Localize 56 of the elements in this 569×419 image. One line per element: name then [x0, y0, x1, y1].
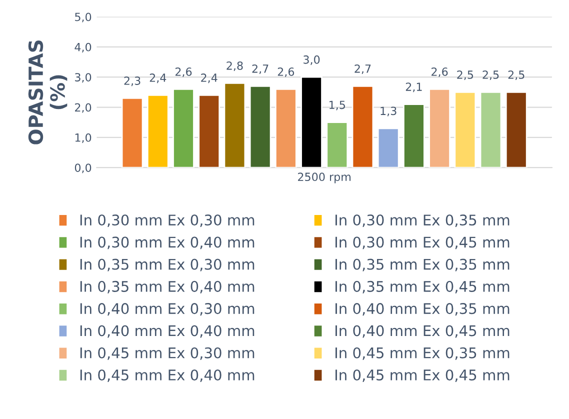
legend-label: In 0,30 mm Ex 0,30 mm [80, 214, 254, 228]
data-label: 2,7 [252, 64, 268, 74]
bar [428, 88, 450, 168]
y-tick-label: 1,0 [75, 133, 92, 143]
bar [505, 91, 528, 168]
legend-label: In 0,30 mm Ex 0,40 mm [80, 236, 254, 250]
bar [352, 85, 374, 168]
bar [146, 94, 169, 168]
y-axis-title: OPASITAS (%) [28, 40, 68, 144]
y-tick-label: 2,0 [75, 103, 92, 113]
data-label: 2,8 [226, 61, 243, 71]
data-label: 3,0 [304, 55, 320, 65]
bar [172, 88, 194, 168]
y-tick-label: 4,0 [74, 42, 92, 52]
legend-label: In 0,40 mm Ex 0,35 mm [336, 303, 510, 316]
bar [480, 91, 502, 168]
legend-label: In 0,40 mm Ex 0,45 mm [336, 325, 510, 338]
data-label: 2,6 [175, 67, 192, 78]
data-label: 2,4 [150, 74, 166, 84]
legend-label: In 0,40 mm Ex 0,40 mm [80, 325, 254, 338]
bar [198, 94, 220, 168]
y-tick-label: 0,0 [74, 164, 92, 174]
legend-label: In 0,40 mm Ex 0,30 mm [80, 303, 254, 316]
bar [121, 98, 144, 168]
bar [377, 128, 400, 168]
bar [403, 104, 425, 168]
x-tick-label: 2500 rpm [298, 172, 351, 184]
data-label: 2,1 [406, 82, 422, 92]
data-label: 1,5 [330, 100, 345, 110]
data-label: 2,5 [482, 70, 499, 80]
data-label: 2,4 [201, 74, 218, 84]
bar [224, 82, 246, 168]
legend-label: In 0,30 mm Ex 0,35 mm [336, 214, 510, 228]
legend-label: In 0,35 mm Ex 0,35 mm [336, 258, 510, 272]
data-label: 1,3 [380, 106, 396, 116]
data-label: 2,3 [124, 76, 140, 86]
legend-label: In 0,35 mm Ex 0,40 mm [80, 280, 254, 294]
legend-label: In 0,45 mm Ex 0,35 mm [336, 347, 510, 360]
bar [454, 91, 476, 168]
y-tick-label: 5,0 [75, 12, 92, 22]
data-label: 2,6 [432, 67, 448, 78]
bar [249, 85, 272, 168]
legend-label: In 0,45 mm Ex 0,40 mm [80, 369, 254, 382]
bar [274, 88, 297, 168]
bar [326, 122, 348, 168]
legend-label: In 0,45 mm Ex 0,45 mm [336, 369, 510, 382]
data-label: 2,6 [278, 67, 294, 78]
data-label: 2,5 [457, 70, 474, 80]
data-label: 2,7 [354, 64, 371, 74]
y-tick-label: 3,0 [75, 73, 92, 83]
legend-label: In 0,30 mm Ex 0,45 mm [336, 236, 510, 250]
bar [300, 76, 322, 168]
legend-label: In 0,35 mm Ex 0,45 mm [336, 280, 510, 294]
legend-label: In 0,45 mm Ex 0,30 mm [80, 347, 254, 360]
data-label: 2,5 [508, 70, 524, 80]
legend-label: In 0,35 mm Ex 0,30 mm [80, 258, 254, 272]
